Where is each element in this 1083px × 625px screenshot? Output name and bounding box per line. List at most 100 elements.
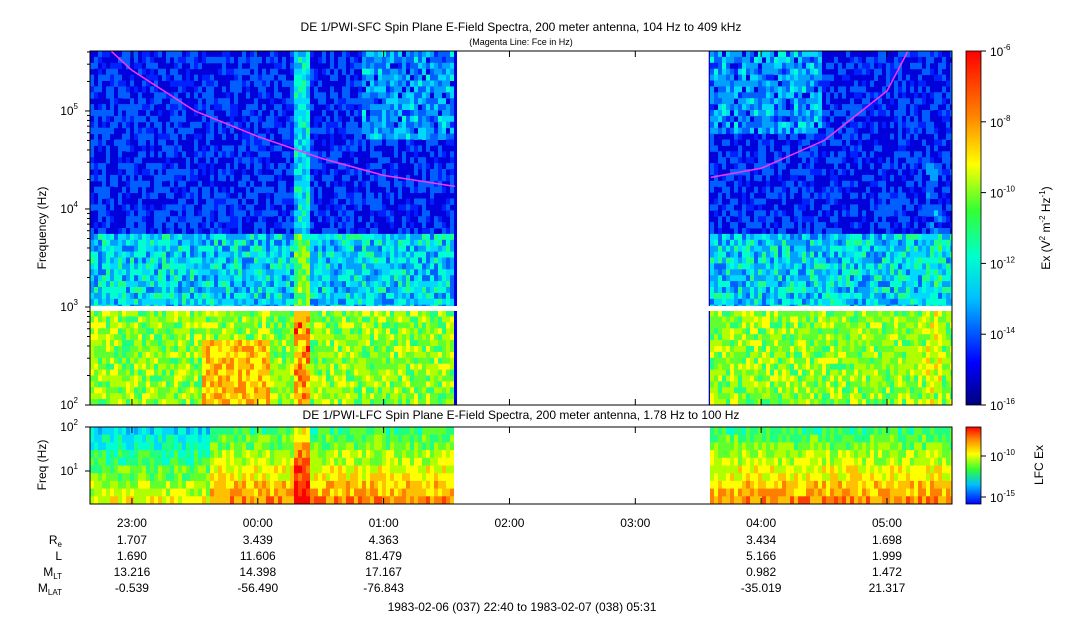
spectro-cell <box>306 98 310 105</box>
spectro-cell <box>154 310 158 317</box>
spectro-cell <box>386 239 390 247</box>
spectro-cell <box>446 375 450 382</box>
spectro-cell <box>262 121 266 129</box>
spectro-cell <box>274 399 278 405</box>
spectro-cell <box>142 263 146 270</box>
spectro-cell <box>414 334 418 341</box>
spectro-cell <box>358 263 362 270</box>
spectro-cell <box>306 292 310 300</box>
spectro-cell <box>406 133 410 140</box>
spectro-cell <box>194 157 198 164</box>
spectro-cell <box>274 62 278 70</box>
spectro-cell <box>114 357 118 365</box>
spectro-cell <box>90 157 94 164</box>
spectro-cell <box>430 174 434 182</box>
spectro-cell <box>726 251 730 258</box>
spectro-cell <box>166 375 170 382</box>
spectro-cell <box>214 351 218 359</box>
spectro-cell <box>102 245 106 253</box>
spectro-cell <box>374 133 378 140</box>
spectro-cell <box>294 381 298 388</box>
spectro-cell <box>714 145 718 152</box>
spectro-cell <box>402 98 406 105</box>
spectro-cell <box>446 251 450 258</box>
spectro-cell <box>422 92 426 99</box>
spectro-cell <box>142 269 146 276</box>
spectro-cell <box>226 363 230 371</box>
spectro-cell <box>258 251 262 258</box>
spectro-cell <box>158 257 162 264</box>
spectro-cell <box>306 86 310 93</box>
spectro-cell <box>294 104 298 111</box>
spectro-cell <box>194 139 198 146</box>
spectro-cell <box>418 346 422 353</box>
spectro-cell <box>118 287 122 294</box>
spectro-cell <box>170 80 174 87</box>
spectro-cell <box>138 375 142 382</box>
spectro-cell <box>250 74 254 81</box>
spectro-cell <box>190 269 194 276</box>
spectro-cell <box>246 56 250 64</box>
spectro-cell <box>138 86 142 93</box>
spectro-cell <box>202 257 206 264</box>
spectro-cell <box>734 92 738 99</box>
spectro-cell <box>290 393 294 400</box>
spectro-cell <box>150 139 154 146</box>
spectro-cell <box>258 169 262 176</box>
spectro-cell <box>358 363 362 371</box>
spectro-cell <box>142 322 146 329</box>
spectro-cell <box>434 56 438 64</box>
spectro-cell <box>374 322 378 329</box>
spectro-cell <box>446 86 450 93</box>
spectro-cell <box>306 92 310 99</box>
spectro-cell <box>450 287 454 294</box>
spectro-cell <box>134 328 138 335</box>
spectro-cell <box>734 381 738 388</box>
spectro-cell <box>102 228 106 235</box>
spectro-cell <box>374 381 378 388</box>
spectro-cell <box>90 369 94 376</box>
spectro-cell <box>402 121 406 129</box>
spectro-cell <box>210 346 214 353</box>
spectro-cell <box>286 316 290 323</box>
spectro-cell <box>134 51 138 58</box>
spectro-cell <box>174 292 178 300</box>
spectro-cell <box>730 115 734 123</box>
spectro-cell <box>286 115 290 123</box>
spectro-cell <box>734 192 738 199</box>
spectro-cell <box>106 239 110 247</box>
spectro-cell <box>398 269 402 276</box>
spectro-cell <box>186 157 190 164</box>
spectro-cell <box>206 68 210 76</box>
spectro-cell <box>330 104 334 111</box>
spectro-cell <box>210 210 214 217</box>
spectro-cell <box>90 251 94 258</box>
spectro-cell <box>98 74 102 81</box>
spectro-cell <box>142 127 146 135</box>
spectro-cell <box>130 110 134 117</box>
spectro-cell <box>138 204 142 211</box>
spectro-cell <box>110 239 114 247</box>
spectro-cell <box>418 316 422 323</box>
spectro-cell <box>90 245 94 253</box>
spectro-cell <box>126 192 130 199</box>
spectro-cell <box>366 316 370 323</box>
spectro-cell <box>358 92 362 99</box>
spectro-cell <box>258 316 262 323</box>
spectro-cell <box>322 381 326 388</box>
spectro-cell <box>102 393 106 400</box>
spectro-cell <box>398 340 402 347</box>
spectro-cell <box>302 80 306 87</box>
spectro-cell <box>382 251 386 258</box>
spectro-cell <box>226 163 230 170</box>
spectro-cell <box>310 169 314 176</box>
spectro-cell <box>182 251 186 258</box>
spectro-cell <box>390 239 394 247</box>
spectro-cell <box>126 145 130 152</box>
spectro-cell <box>138 346 142 353</box>
spectro-cell <box>734 145 738 152</box>
spectro-cell <box>722 186 726 194</box>
spectro-cell <box>302 351 306 359</box>
spectro-cell <box>442 104 446 111</box>
spectro-cell <box>286 357 290 365</box>
